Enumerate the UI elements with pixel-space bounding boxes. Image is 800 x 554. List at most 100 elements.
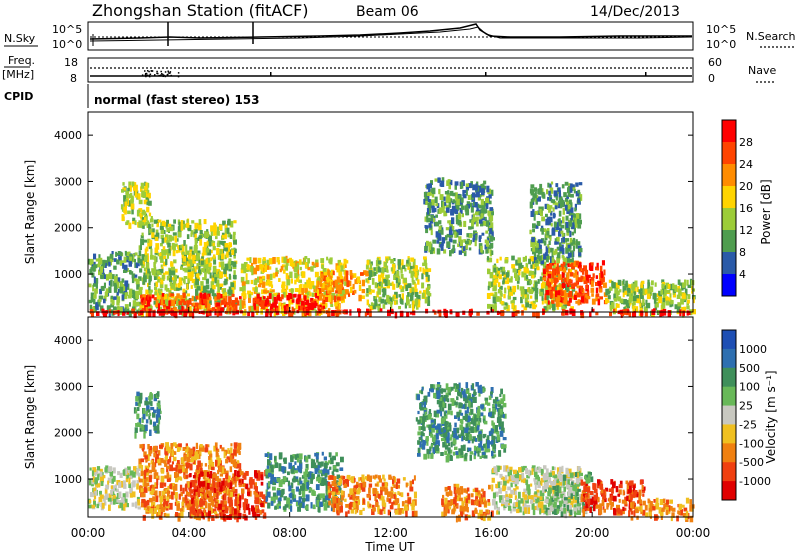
heatmap-cell (438, 311, 442, 317)
heatmap-cell (135, 301, 140, 307)
heatmap-cell (529, 304, 532, 309)
heatmap-cell (317, 305, 320, 310)
heatmap-cell (628, 311, 631, 317)
heatmap-cell (94, 288, 98, 294)
heatmap-cell (310, 502, 313, 509)
heatmap-cell (229, 307, 232, 315)
heatmap-cell (103, 282, 106, 289)
heatmap-cell (454, 184, 457, 190)
heatmap-cell (228, 249, 232, 256)
colorbar-tick-label: 16 (739, 202, 753, 215)
heatmap-cell (269, 461, 272, 467)
heatmap-cell (189, 513, 193, 519)
heatmap-cell (556, 246, 561, 250)
heatmap-cell (431, 205, 434, 210)
heatmap-cell (194, 480, 198, 484)
heatmap-cell (152, 310, 156, 318)
heatmap-cell (486, 220, 490, 227)
heatmap-cell (219, 444, 222, 449)
heatmap-cell (160, 221, 164, 227)
heatmap-cell (182, 487, 185, 494)
heatmap-cell (376, 481, 380, 487)
heatmap-cell (150, 447, 153, 454)
heatmap-cell (110, 303, 114, 308)
heatmap-cell (356, 276, 361, 284)
heatmap-cell (152, 421, 157, 427)
heatmap-cell (381, 482, 385, 487)
heatmap-cell (216, 453, 219, 457)
heatmap-cell (302, 502, 305, 509)
heatmap-cell (672, 283, 675, 290)
heatmap-cell (398, 492, 402, 496)
heatmap-cell (232, 512, 236, 519)
heatmap-cell (583, 265, 587, 272)
heatmap-cell (575, 274, 579, 281)
heatmap-cell (626, 293, 629, 297)
heatmap-cell (200, 260, 204, 265)
heatmap-cell (188, 447, 191, 454)
heatmap-cell (426, 217, 430, 223)
heatmap-cell (562, 200, 565, 207)
heatmap-cell (638, 310, 641, 316)
heatmap-cell (260, 481, 264, 486)
heatmap-cell (155, 472, 159, 476)
heatmap-cell (199, 304, 203, 310)
heatmap-cell (450, 233, 454, 238)
heatmap-cell (562, 261, 566, 266)
heatmap-cell (431, 247, 434, 252)
heatmap-cell (160, 468, 165, 474)
heatmap-cell (139, 268, 143, 273)
heatmap-cell (129, 470, 134, 477)
heatmap-cell (228, 296, 232, 303)
heatmap-cell (670, 299, 673, 305)
heatmap-cell (361, 477, 365, 484)
heatmap-cell (661, 302, 666, 309)
heatmap-cell (134, 258, 136, 263)
heatmap-cell (312, 491, 316, 496)
heatmap-cell (457, 214, 462, 220)
heatmap-cell (455, 311, 459, 317)
heatmap-cell (530, 248, 533, 252)
heatmap-cell (162, 495, 166, 501)
heatmap-cell (548, 208, 552, 213)
heatmap-cell (568, 199, 572, 205)
heatmap-cell (154, 490, 158, 496)
heatmap-cell (368, 303, 371, 307)
heatmap-cell (198, 219, 202, 225)
heatmap-cell (348, 293, 351, 297)
heatmap-cell (449, 222, 453, 227)
heatmap-cell (482, 201, 486, 207)
heatmap-cell (282, 269, 286, 274)
heatmap-cell (458, 228, 462, 236)
heatmap-cell (238, 451, 241, 455)
heatmap-cell (167, 447, 171, 454)
heatmap-cell (149, 239, 153, 246)
heatmap-cell (134, 470, 138, 474)
heatmap-cell (138, 222, 143, 228)
heatmap-cell (558, 222, 562, 227)
heatmap-cell (152, 462, 155, 466)
heatmap-cell (178, 277, 182, 284)
heatmap-cell (96, 311, 100, 316)
heatmap-cell (164, 298, 168, 303)
heatmap-cell (651, 280, 654, 286)
heatmap-cell (412, 304, 415, 312)
heatmap-cell (563, 277, 566, 283)
heatmap-cell (148, 446, 153, 451)
heatmap-cell (135, 409, 138, 414)
heatmap-cell (490, 309, 494, 313)
heatmap-cell (116, 299, 120, 306)
heatmap-cell (508, 293, 511, 300)
heatmap-cell (202, 293, 206, 300)
heatmap-cell (579, 267, 582, 272)
heatmap-cell (355, 501, 359, 505)
heatmap-cell (172, 308, 176, 314)
heatmap-cell (89, 492, 94, 498)
heatmap-cell (192, 503, 195, 509)
heatmap-cell (143, 199, 148, 205)
heatmap-cell (193, 308, 196, 312)
heatmap-cell (565, 246, 569, 254)
heatmap-cell (502, 280, 505, 285)
heatmap-cell (248, 294, 252, 298)
heatmap-cell (330, 497, 334, 501)
